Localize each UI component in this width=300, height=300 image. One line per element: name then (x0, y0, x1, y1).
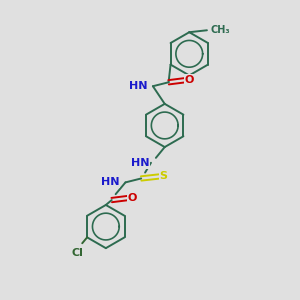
Text: O: O (184, 75, 194, 85)
Text: S: S (160, 172, 168, 182)
Text: HN: HN (101, 177, 120, 188)
Text: CH₃: CH₃ (211, 25, 230, 35)
Text: HN: HN (130, 158, 149, 168)
Text: Cl: Cl (71, 248, 83, 258)
Text: O: O (128, 193, 137, 203)
Text: HN: HN (128, 81, 147, 91)
